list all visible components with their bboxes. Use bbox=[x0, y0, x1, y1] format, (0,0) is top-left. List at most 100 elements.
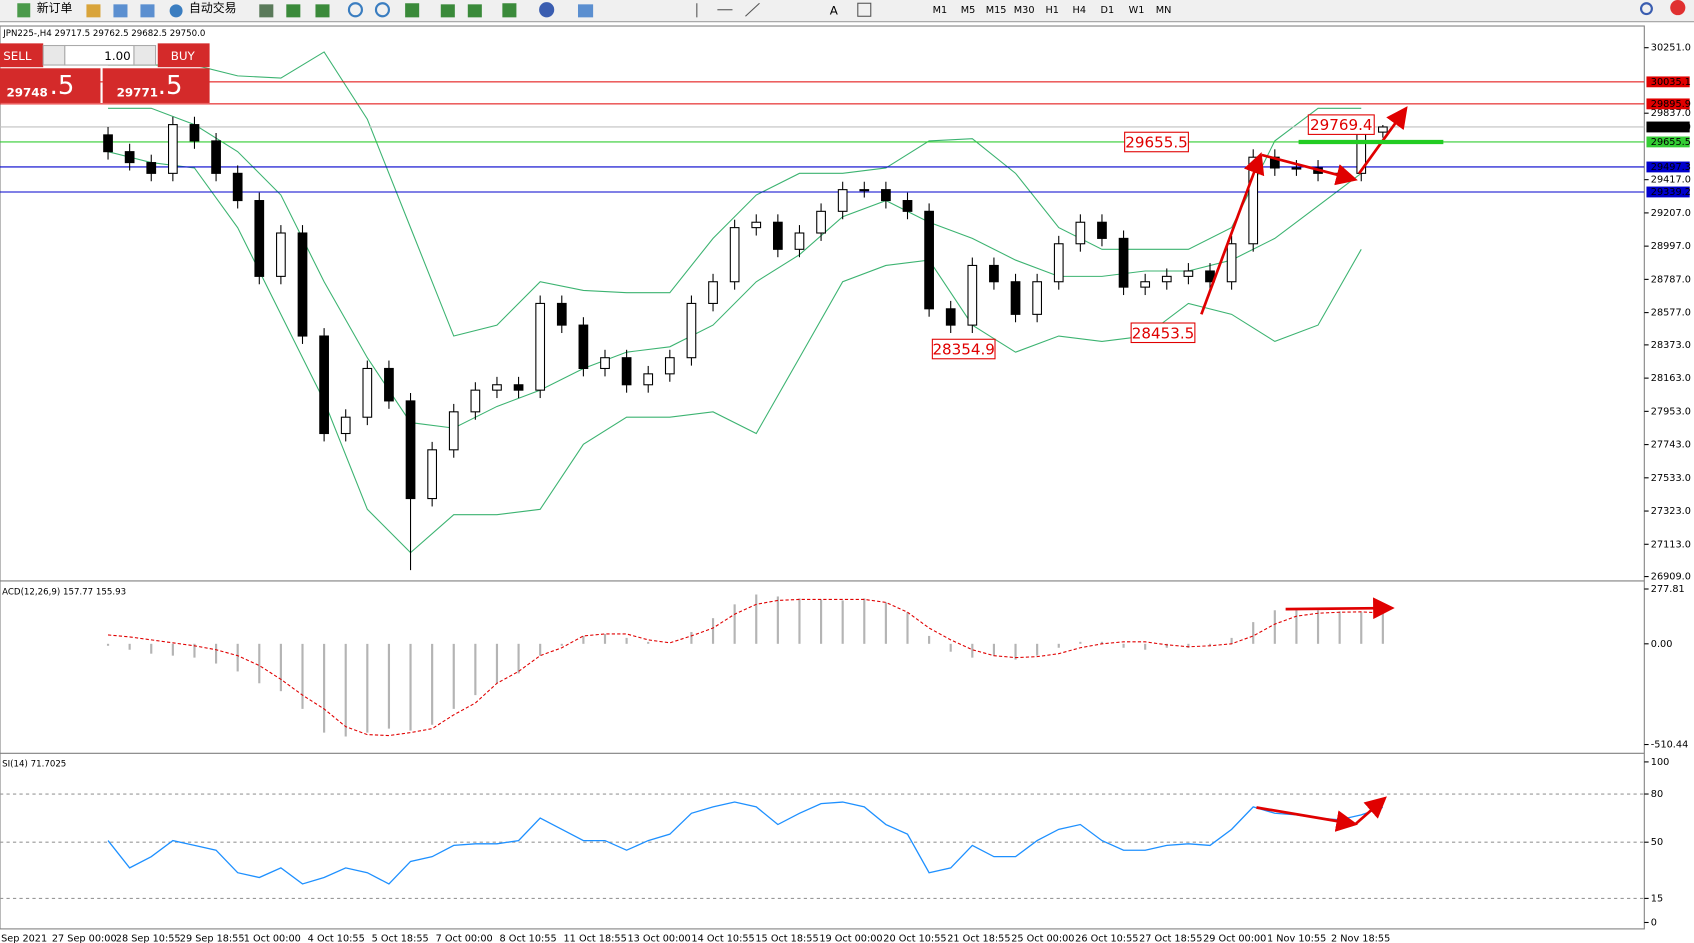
price-callout-label: 29769.4 bbox=[1310, 116, 1372, 134]
candle-body bbox=[211, 140, 221, 174]
level-tag bbox=[1646, 186, 1690, 198]
candle-body bbox=[1118, 237, 1129, 288]
candle-body bbox=[297, 232, 308, 337]
candle-body bbox=[772, 221, 783, 250]
candle-body bbox=[556, 302, 567, 326]
bollinger-band bbox=[108, 51, 1362, 337]
x-tick-label: 29 Sep 18:55 bbox=[180, 934, 245, 943]
candle-body bbox=[146, 162, 157, 174]
candle-body bbox=[167, 124, 178, 174]
y-tick-label: 28997.0 bbox=[1651, 241, 1691, 252]
x-tick-label: 25 Oct 00:00 bbox=[1011, 934, 1074, 943]
volume: 1.00 bbox=[104, 49, 130, 63]
candle-body bbox=[643, 373, 654, 386]
candle-body bbox=[837, 189, 848, 212]
y-tick-label: 28373.0 bbox=[1651, 340, 1691, 351]
toolbar bbox=[0, 0, 1694, 22]
level-tag bbox=[1646, 98, 1690, 110]
sell-price[interactable] bbox=[0, 68, 101, 103]
candle-body bbox=[1226, 243, 1237, 283]
y-tick-label: 28577.0 bbox=[1651, 308, 1691, 319]
x-tick-label: 1 Oct 00:00 bbox=[244, 934, 301, 943]
timeframe[interactable]: H1 bbox=[1046, 5, 1059, 16]
price-callout-label: 28354.9 bbox=[932, 341, 994, 359]
x-tick-label: 27 Oct 18:55 bbox=[1139, 934, 1202, 943]
candle-body bbox=[384, 367, 394, 402]
candle-body bbox=[621, 357, 632, 386]
candle-body bbox=[1032, 281, 1043, 315]
level-tag bbox=[1646, 76, 1690, 88]
sell-label: SELL bbox=[3, 49, 32, 63]
macd-label: ACD(12,26,9) 157.77 155.93 bbox=[2, 587, 126, 597]
candle-body bbox=[1140, 281, 1151, 288]
timeframe[interactable]: M30 bbox=[1014, 5, 1035, 16]
buy-price-big: .5 bbox=[158, 71, 183, 101]
timeframe[interactable]: M5 bbox=[961, 5, 976, 16]
candle-body bbox=[729, 227, 740, 283]
chart-frame bbox=[0, 25, 1645, 930]
x-tick-label: 29 Oct 00:00 bbox=[1203, 934, 1266, 943]
x-tick-label: 26 Oct 10:55 bbox=[1075, 934, 1138, 943]
timeframe[interactable]: D1 bbox=[1101, 5, 1115, 16]
candle-body bbox=[816, 210, 826, 234]
y-tick-label: 30251.0 bbox=[1651, 43, 1691, 54]
buy-price[interactable] bbox=[102, 68, 210, 103]
candle-body bbox=[470, 389, 481, 413]
candle-body bbox=[1097, 221, 1107, 239]
level-label: 30035.1 bbox=[1651, 77, 1691, 88]
toolbar-button[interactable]: 新订单 bbox=[37, 1, 73, 15]
sell-button[interactable] bbox=[0, 43, 44, 68]
timeframe[interactable]: H4 bbox=[1073, 5, 1086, 16]
candle-body bbox=[427, 449, 438, 500]
timeframe[interactable]: MN bbox=[1156, 5, 1172, 16]
toolbar-button[interactable]: 自动交易 bbox=[189, 1, 237, 15]
candle-body bbox=[1010, 281, 1021, 315]
y-tick-label: 27743.0 bbox=[1651, 440, 1691, 451]
candle-body bbox=[124, 151, 135, 164]
y-tick-label: 15 bbox=[1651, 893, 1663, 904]
sell-price-main: 29748 bbox=[6, 86, 47, 100]
rsi-line bbox=[107, 801, 1384, 885]
candle-body bbox=[902, 200, 913, 212]
candle-body bbox=[578, 324, 589, 370]
candle-body bbox=[945, 308, 956, 326]
toolbar-icons: A bbox=[17, 0, 1686, 17]
timeframe[interactable]: W1 bbox=[1129, 5, 1145, 16]
buy-button[interactable] bbox=[157, 43, 210, 68]
candle-body bbox=[751, 221, 762, 229]
level-label: 29895.9 bbox=[1651, 99, 1691, 110]
candle-body bbox=[276, 232, 286, 277]
candle-body bbox=[1291, 167, 1302, 170]
buy-price-main: 29771 bbox=[117, 86, 158, 100]
x-tick-label: 27 Sep 00:00 bbox=[52, 934, 117, 943]
candle-body bbox=[881, 189, 891, 202]
x-tick-label: 4 Oct 10:55 bbox=[308, 934, 365, 943]
svg-text:A: A bbox=[830, 3, 839, 17]
annotations bbox=[1200, 106, 1408, 832]
y-tick-label: -510.44 bbox=[1651, 740, 1688, 751]
price-callout-label: 28453.5 bbox=[1132, 324, 1194, 342]
y-tick-label: 28163.0 bbox=[1651, 373, 1691, 384]
candle-body bbox=[362, 367, 373, 418]
level-label: 29750.0 bbox=[1651, 122, 1691, 133]
y-tick-label: 277.81 bbox=[1651, 584, 1685, 595]
candle-body bbox=[989, 264, 999, 283]
timeframe[interactable]: M1 bbox=[933, 5, 948, 16]
candle-body bbox=[1075, 221, 1086, 245]
y-tick-label: 0 bbox=[1651, 917, 1657, 928]
candle-body bbox=[1183, 270, 1194, 277]
candle-body bbox=[1053, 243, 1064, 283]
bollinger-band bbox=[108, 107, 1362, 429]
sell-price-big: .5 bbox=[50, 71, 75, 101]
timeframe[interactable]: M15 bbox=[986, 5, 1007, 16]
y-tick-label: 100 bbox=[1651, 757, 1670, 768]
candle-body bbox=[103, 134, 113, 153]
candle-body bbox=[708, 281, 718, 304]
x-tick-label: 8 Oct 10:55 bbox=[500, 934, 557, 943]
candle-body bbox=[340, 416, 351, 435]
candle-body bbox=[600, 357, 610, 370]
x-tick-label: 21 Oct 18:55 bbox=[947, 934, 1010, 943]
macd-signal bbox=[107, 598, 1383, 737]
x-tick-label: 28 Sep 10:55 bbox=[116, 934, 181, 943]
